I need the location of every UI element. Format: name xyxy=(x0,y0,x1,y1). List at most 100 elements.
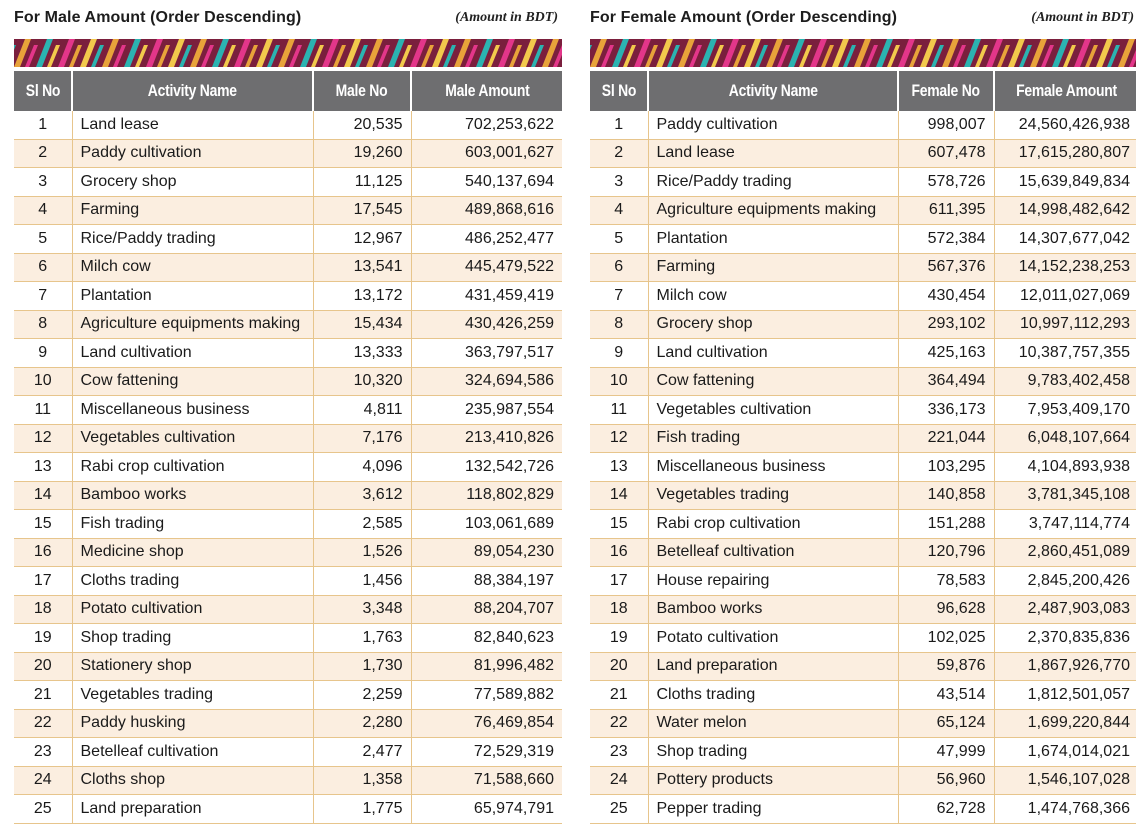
female-header-sl: Sl No xyxy=(590,71,649,111)
row-activity-name: Land cultivation xyxy=(72,338,314,368)
row-sl-no: 14 xyxy=(590,481,649,510)
row-amount: 2,860,451,089 xyxy=(994,538,1136,567)
row-count: 15,434 xyxy=(313,310,412,339)
table-row: 11 Miscellaneous business 4,811 235,987,554 xyxy=(14,395,562,425)
row-count: 3,612 xyxy=(313,481,412,510)
row-sl-no: 1 xyxy=(14,111,73,140)
row-sl-no: 12 xyxy=(14,424,73,453)
row-activity-name: Plantation xyxy=(72,281,314,311)
row-activity-name: Milch cow xyxy=(72,253,314,282)
row-activity-name: Miscellaneous business xyxy=(72,395,314,425)
row-count: 59,876 xyxy=(898,652,995,681)
table-row: 3 Rice/Paddy trading 578,726 15,639,849,834 xyxy=(590,167,1136,197)
table-row: 13 Rabi crop cultivation 4,096 132,542,726 xyxy=(14,452,562,482)
male-title-row: For Male Amount (Order Descending) (Amou… xyxy=(14,0,562,36)
row-amount: 431,459,419 xyxy=(411,281,562,311)
table-row: 25 Land preparation 1,775 65,974,791 xyxy=(14,794,562,824)
row-activity-name: Land cultivation xyxy=(648,338,899,368)
row-activity-name: Vegetables trading xyxy=(648,481,899,510)
table-row: 6 Farming 567,376 14,152,238,253 xyxy=(590,253,1136,282)
table-row: 24 Cloths shop 1,358 71,588,660 xyxy=(14,766,562,795)
table-row: 1 Paddy cultivation 998,007 24,560,426,938 xyxy=(590,111,1136,140)
table-row: 3 Grocery shop 11,125 540,137,694 xyxy=(14,167,562,197)
row-count: 2,585 xyxy=(313,509,412,539)
row-activity-name: Grocery shop xyxy=(72,167,314,197)
row-sl-no: 19 xyxy=(590,623,649,653)
table-row: 22 Paddy husking 2,280 76,469,854 xyxy=(14,709,562,738)
row-count: 120,796 xyxy=(898,538,995,567)
row-sl-no: 3 xyxy=(14,167,73,197)
row-amount: 14,152,238,253 xyxy=(994,253,1136,282)
row-activity-name: Paddy cultivation xyxy=(72,139,314,168)
female-panel: For Female Amount (Order Descending) (Am… xyxy=(590,0,1136,829)
row-amount: 71,588,660 xyxy=(411,766,562,795)
row-amount: 88,384,197 xyxy=(411,566,562,596)
row-activity-name: Cloths shop xyxy=(72,766,314,795)
row-activity-name: House repairing xyxy=(648,566,899,596)
row-count: 2,477 xyxy=(313,737,412,767)
row-amount: 7,953,409,170 xyxy=(994,395,1136,425)
row-count: 425,163 xyxy=(898,338,995,368)
row-count: 221,044 xyxy=(898,424,995,453)
row-activity-name: Potato cultivation xyxy=(72,595,314,624)
table-row: 8 Grocery shop 293,102 10,997,112,293 xyxy=(590,310,1136,339)
row-amount: 10,387,757,355 xyxy=(994,338,1136,368)
row-activity-name: Milch cow xyxy=(648,281,899,311)
table-row: 18 Potato cultivation 3,348 88,204,707 xyxy=(14,595,562,624)
row-sl-no: 7 xyxy=(14,281,73,311)
row-count: 151,288 xyxy=(898,509,995,539)
table-row: 20 Stationery shop 1,730 81,996,482 xyxy=(14,652,562,681)
female-table-body: 1 Paddy cultivation 998,007 24,560,426,938 2… xyxy=(590,111,1136,824)
row-count: 12,967 xyxy=(313,224,412,254)
row-activity-name: Paddy husking xyxy=(72,709,314,738)
table-row: 9 Land cultivation 13,333 363,797,517 xyxy=(14,338,562,368)
row-count: 1,526 xyxy=(313,538,412,567)
row-activity-name: Stationery shop xyxy=(72,652,314,681)
row-amount: 3,747,114,774 xyxy=(994,509,1136,539)
row-amount: 489,868,616 xyxy=(411,196,562,225)
row-amount: 15,639,849,834 xyxy=(994,167,1136,197)
row-count: 567,376 xyxy=(898,253,995,282)
table-row: 19 Shop trading 1,763 82,840,623 xyxy=(14,623,562,653)
table-row: 8 Agriculture equipments making 15,434 430,… xyxy=(14,310,562,339)
row-count: 43,514 xyxy=(898,680,995,710)
row-count: 998,007 xyxy=(898,111,995,140)
female-unit-note: (Amount in BDT) xyxy=(1031,10,1134,25)
row-sl-no: 6 xyxy=(590,253,649,282)
table-row: 12 Fish trading 221,044 6,048,107,664 xyxy=(590,424,1136,453)
table-row: 16 Betelleaf cultivation 120,796 2,860,451,… xyxy=(590,538,1136,567)
row-count: 13,541 xyxy=(313,253,412,282)
row-sl-no: 10 xyxy=(14,367,73,396)
row-activity-name: Cloths trading xyxy=(72,566,314,596)
row-amount: 76,469,854 xyxy=(411,709,562,738)
row-activity-name: Bamboo works xyxy=(72,481,314,510)
table-row: 14 Bamboo works 3,612 118,802,829 xyxy=(14,481,562,510)
row-sl-no: 9 xyxy=(590,338,649,368)
row-sl-no: 23 xyxy=(14,737,73,767)
row-activity-name: Cow fattening xyxy=(648,367,899,396)
table-row: 22 Water melon 65,124 1,699,220,844 xyxy=(590,709,1136,738)
row-activity-name: Land preparation xyxy=(72,794,314,824)
row-amount: 2,487,903,083 xyxy=(994,595,1136,624)
row-sl-no: 16 xyxy=(14,538,73,567)
table-row: 15 Fish trading 2,585 103,061,689 xyxy=(14,509,562,539)
table-row: 21 Vegetables trading 2,259 77,589,882 xyxy=(14,680,562,710)
table-row: 5 Rice/Paddy trading 12,967 486,252,477 xyxy=(14,224,562,254)
row-sl-no: 25 xyxy=(14,794,73,824)
row-count: 1,456 xyxy=(313,566,412,596)
row-amount: 1,546,107,028 xyxy=(994,766,1136,795)
row-sl-no: 17 xyxy=(590,566,649,596)
row-activity-name: Miscellaneous business xyxy=(648,452,899,482)
row-count: 96,628 xyxy=(898,595,995,624)
row-amount: 1,699,220,844 xyxy=(994,709,1136,738)
row-count: 4,096 xyxy=(313,452,412,482)
row-count: 4,811 xyxy=(313,395,412,425)
row-activity-name: Potato cultivation xyxy=(648,623,899,653)
table-row: 24 Pottery products 56,960 1,546,107,028 xyxy=(590,766,1136,795)
row-sl-no: 2 xyxy=(590,139,649,168)
row-count: 140,858 xyxy=(898,481,995,510)
row-activity-name: Farming xyxy=(648,253,899,282)
table-row: 17 Cloths trading 1,456 88,384,197 xyxy=(14,566,562,596)
row-activity-name: Water melon xyxy=(648,709,899,738)
table-row: 20 Land preparation 59,876 1,867,926,770 xyxy=(590,652,1136,681)
